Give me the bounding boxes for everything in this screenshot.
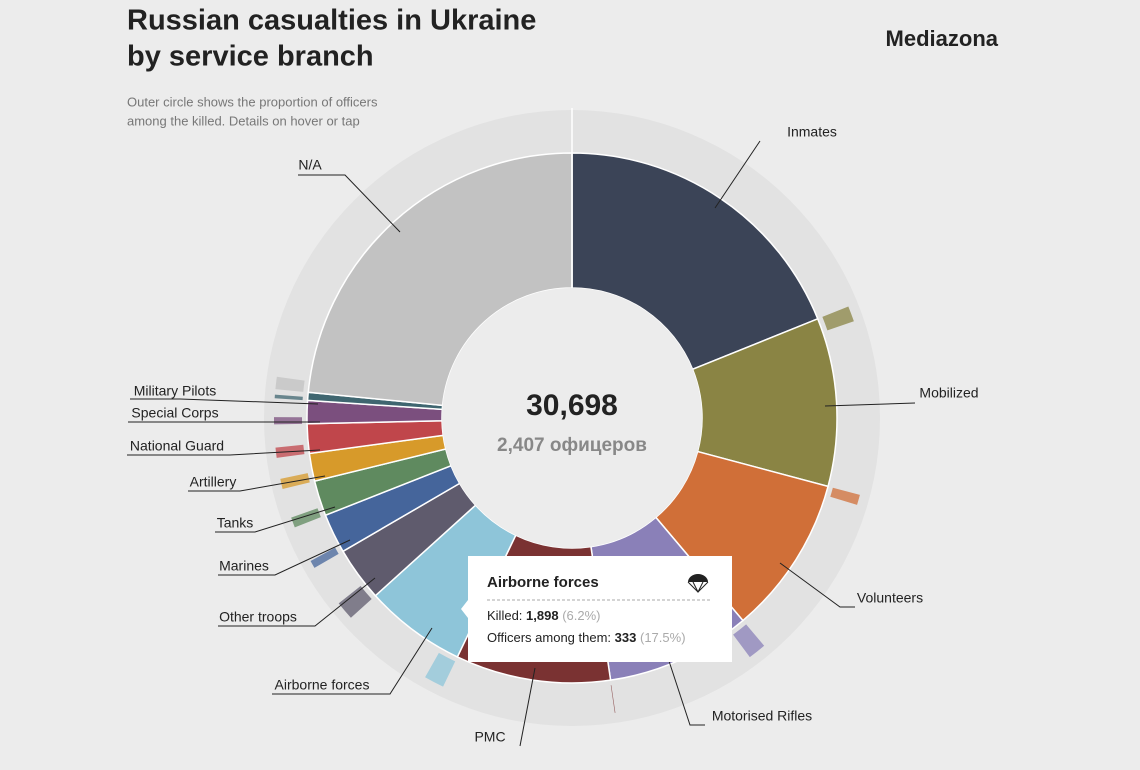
officer-segment	[822, 306, 854, 331]
leader-line	[130, 398, 319, 405]
tooltip-value: 1,898	[526, 608, 559, 623]
leader-line	[779, 562, 855, 608]
tooltip-value: 333	[615, 630, 637, 645]
tooltip-share: (17.5%)	[640, 630, 686, 645]
leader-line	[298, 174, 401, 233]
officer-segment	[274, 394, 303, 401]
tooltip: Airborne forces Killed: 1,898 (6.2%) Off…	[461, 556, 732, 662]
tooltip-text: Killed: 1,898 (6.2%)	[487, 608, 601, 623]
officer-segment	[733, 624, 765, 658]
tooltip-label: Killed:	[487, 608, 522, 623]
category-label: PMC	[474, 729, 505, 745]
category-label: Special Corps	[131, 405, 218, 421]
hole	[442, 288, 702, 548]
chart-title: by service branch	[127, 41, 374, 73]
category-label: Other troops	[219, 609, 297, 625]
category-label: Inmates	[787, 124, 837, 140]
category-label: Motorised Rifles	[712, 708, 812, 724]
leader-line	[127, 449, 321, 456]
subtitle: among the killed. Details on hover or ta…	[127, 113, 360, 128]
leader-line	[272, 627, 433, 695]
tooltip-title: Airborne forces	[487, 574, 599, 591]
officer-segment	[291, 508, 321, 528]
chart-title: Russian casualties in Ukraine	[127, 5, 536, 37]
brand: Mediazona	[886, 26, 999, 51]
center-label: 2,407 офицеров	[497, 435, 647, 456]
category-label: N/A	[298, 157, 322, 173]
leader-line	[218, 539, 351, 576]
category-label: Volunteers	[857, 590, 923, 606]
category-label: Mobilized	[919, 385, 978, 401]
leader-line	[714, 140, 761, 209]
leader-line	[824, 402, 916, 407]
subtitle: Outer circle shows the proportion of off…	[127, 94, 378, 109]
leader-line	[188, 475, 326, 492]
officer-segment	[338, 585, 372, 618]
category-label: Marines	[219, 558, 269, 574]
leader-line	[215, 506, 336, 533]
officer-segment	[275, 376, 305, 392]
labels: Inmates Mobilized Volunteers Motorised Rifl…	[127, 124, 979, 747]
officer-segment	[310, 547, 339, 568]
leader-line	[519, 667, 536, 747]
category-label: Artillery	[190, 474, 237, 490]
leader-line	[667, 657, 705, 726]
category-label: Tanks	[217, 515, 254, 531]
tooltip-box	[461, 556, 732, 662]
officer-segment	[830, 487, 860, 505]
tooltip-share: (6.2%)	[562, 608, 600, 623]
parachute-icon	[687, 574, 709, 594]
tooltip-label: Officers among them:	[487, 630, 611, 645]
officer-segment	[610, 685, 616, 713]
leader-line	[218, 577, 376, 627]
officer-segment	[274, 417, 303, 425]
category-label: National Guard	[130, 438, 224, 454]
officer-segment	[425, 652, 456, 687]
category-label: Military Pilots	[134, 383, 216, 399]
center-value: 30,698	[526, 389, 618, 422]
category-label: Airborne forces	[275, 677, 370, 693]
tooltip-text: Officers among them: 333 (17.5%)	[487, 630, 686, 645]
